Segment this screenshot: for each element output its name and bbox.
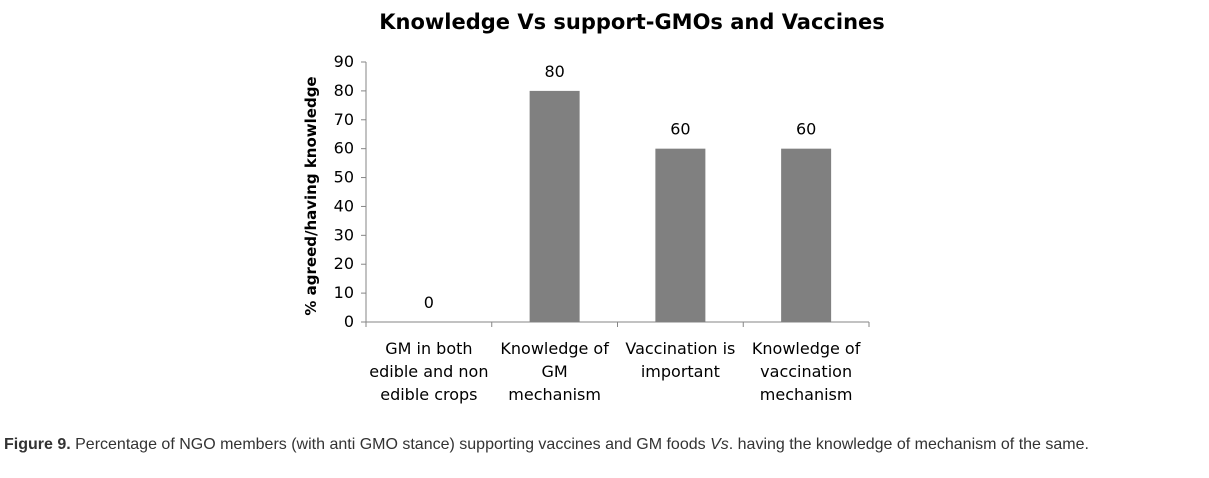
x-category-label-line: Vaccination is (625, 339, 735, 358)
data-label: 60 (796, 120, 816, 139)
x-category-label-line: mechanism (508, 385, 601, 404)
x-category-label-line: vaccination (760, 362, 852, 381)
x-category-label-line: mechanism (760, 385, 853, 404)
caption-text-end: . having the knowledge of mechanism of t… (728, 436, 1089, 453)
y-tick-label: 60 (334, 139, 354, 158)
y-tick-label: 80 (334, 81, 354, 100)
x-category-label-line: Knowledge of (752, 339, 861, 358)
y-tick-label: 90 (334, 52, 354, 71)
y-tick-label: 40 (334, 196, 354, 215)
caption-vs: Vs (710, 436, 729, 453)
chart-title: Knowledge Vs support-GMOs and Vaccines (379, 10, 885, 34)
bar (781, 148, 832, 322)
y-axis-label: % agreed/having knowledge (302, 76, 320, 315)
x-category-label: GM in both edible and non edible crops (369, 339, 488, 404)
x-category-label: Vaccination is important (625, 339, 735, 381)
x-category-label: Knowledge of vaccination mechanism (752, 339, 861, 404)
data-label: 0 (424, 293, 434, 312)
plot-area: 0 10 20 30 40 50 60 70 80 90 0 GM in both edible and… (334, 52, 870, 404)
x-category-label-line: edible and non (369, 362, 488, 381)
caption-label: Figure 9. (4, 436, 71, 453)
y-tick-label: 0 (344, 312, 354, 331)
y-tick-label: 50 (334, 168, 354, 187)
x-category-label-line: Knowledge of (500, 339, 609, 358)
y-tick-label: 20 (334, 254, 354, 273)
x-category-label-line: GM in both (385, 339, 472, 358)
x-category-label-line: edible crops (380, 385, 477, 404)
bar-chart: Knowledge Vs support-GMOs and Vaccines %… (302, 10, 885, 404)
bar (529, 90, 580, 322)
y-tick-label: 70 (334, 110, 354, 129)
bar (655, 148, 706, 322)
x-category-label-line: important (641, 362, 720, 381)
y-tick-label: 10 (334, 283, 354, 302)
data-label: 60 (670, 120, 690, 139)
x-category-label: Knowledge of GM mechanism (500, 339, 609, 404)
caption-text: Percentage of NGO members (with anti GMO… (70, 436, 711, 453)
y-tick-label: 30 (334, 225, 354, 244)
data-label: 80 (544, 62, 564, 81)
figure-caption: Figure 9. Percentage of NGO members (wit… (4, 434, 1199, 456)
x-category-label-line: GM (542, 362, 568, 381)
